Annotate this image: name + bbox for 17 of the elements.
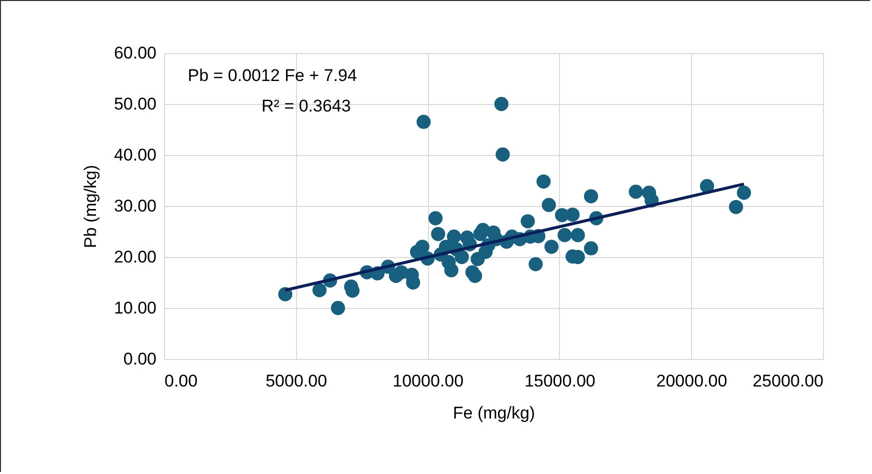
annotation: R² = 0.3643 [262,96,351,116]
y-tick-label: 30.00 [114,196,156,216]
x-tick-label: 20000.00 [656,372,728,390]
y-tick-label: 40.00 [114,146,156,164]
y-tick-label: 20.00 [114,248,156,266]
y-axis-title: Pb (mg/kg) [80,164,100,248]
x-tick-label: 5000.00 [266,372,328,390]
y-tick-label: 50.00 [114,94,156,114]
x-tick-label: 25000.00 [752,372,824,390]
x-axis-title: Fe (mg/kg) [452,404,536,422]
y-tick-label: 60.00 [114,44,156,62]
x-tick-label: 10000.00 [392,372,464,390]
y-tick-label: 0.00 [123,350,156,368]
y-tick-label: 10.00 [114,298,156,318]
x-tick-label: 15000.00 [524,372,596,390]
annotation: Pb = 0.0012 Fe + 7.94 [188,66,357,85]
x-tick-label: 0.00 [164,372,198,390]
